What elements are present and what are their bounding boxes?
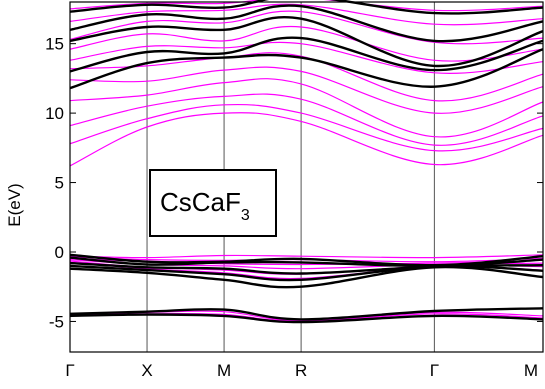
band-line — [69, 103, 544, 152]
annotation-subscript: 3 — [241, 207, 250, 224]
band-line — [69, 41, 544, 74]
x-tick-label: Γ — [430, 361, 439, 380]
band-line — [69, 254, 544, 259]
band-line — [69, 78, 544, 138]
band-line — [69, 25, 544, 62]
plot-frame — [69, 1, 544, 353]
compound-annotation: CsCaF3 — [149, 169, 277, 237]
x-tick-label: M — [524, 361, 538, 380]
band-line — [69, 36, 544, 73]
band-line — [69, 52, 544, 102]
band-line — [69, 48, 544, 90]
annotation-label: CsCaF3 — [160, 187, 250, 224]
y-axis-label: E(eV) — [5, 183, 24, 226]
band-line — [69, 3, 544, 26]
band-line — [69, 66, 544, 114]
annotation-main: CsCaF — [160, 187, 241, 217]
x-tick-label: Γ — [65, 361, 74, 380]
band-line — [69, 10, 544, 45]
annotation-box — [149, 169, 277, 237]
y-tick-label: -5 — [49, 312, 64, 331]
x-tick-label: R — [295, 361, 307, 380]
band-line — [69, 16, 544, 68]
band-line — [69, 313, 544, 324]
y-tick-label: 10 — [45, 104, 64, 123]
band-line — [69, 0, 544, 15]
band-line — [69, 4, 544, 43]
band-lines — [69, 0, 544, 324]
plot-border — [69, 1, 544, 353]
band-line — [69, 0, 544, 12]
band-line — [69, 307, 544, 321]
band-line — [69, 112, 544, 167]
x-tick-label: M — [217, 361, 231, 380]
y-tick-label: 5 — [55, 174, 64, 193]
y-tick-label: 15 — [45, 35, 64, 54]
band-line — [69, 265, 544, 289]
y-tick-label: 0 — [55, 243, 64, 262]
band-line — [69, 93, 544, 146]
x-tick-label: X — [141, 361, 152, 380]
axis-ticks: -5 0 5 10 15 Γ X M R Γ M — [45, 35, 543, 380]
